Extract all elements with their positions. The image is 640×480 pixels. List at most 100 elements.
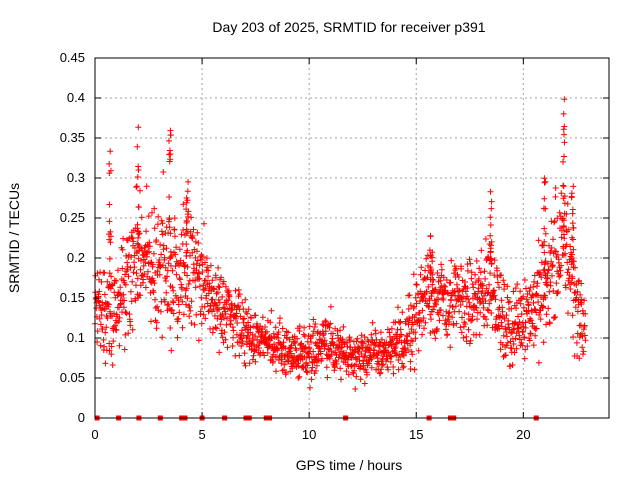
data-point [179, 286, 185, 292]
data-point [154, 303, 161, 310]
data-point [193, 267, 200, 273]
data-point [427, 276, 434, 283]
data-point [134, 225, 141, 232]
data-point [530, 299, 537, 306]
data-point [241, 350, 248, 357]
data-point [464, 267, 471, 274]
data-point [107, 167, 114, 174]
data-point [499, 308, 506, 315]
data-point [107, 228, 114, 235]
data-point [225, 297, 232, 304]
data-point [211, 286, 218, 293]
data-point [509, 362, 516, 368]
data-point [171, 226, 178, 233]
data-point [101, 343, 108, 350]
data-point [420, 295, 427, 301]
data-point [368, 364, 375, 371]
data-point [275, 357, 282, 363]
data-point [564, 200, 571, 207]
data-point [148, 318, 154, 325]
data-point [405, 347, 411, 353]
data-point [166, 194, 173, 200]
data-point [435, 296, 442, 303]
data-point [196, 283, 203, 290]
data-point [295, 375, 302, 381]
data-point [102, 329, 109, 336]
data-point [551, 219, 558, 226]
data-point [107, 285, 114, 292]
data-point [569, 275, 576, 282]
data-point [561, 139, 568, 146]
data-point [419, 331, 426, 338]
data-point [198, 320, 205, 327]
data-point [142, 284, 149, 291]
data-point [380, 361, 387, 368]
data-point [366, 345, 373, 352]
data-point [581, 322, 588, 329]
data-point [515, 313, 521, 320]
data-point [362, 366, 369, 373]
y-tick-label: 0.15 [60, 290, 85, 305]
data-point [226, 293, 233, 300]
data-point [303, 359, 310, 366]
data-point [429, 271, 436, 278]
data-point [389, 337, 396, 344]
data-point [458, 329, 465, 336]
data-point [168, 347, 175, 354]
data-point [156, 271, 163, 278]
data-point [509, 329, 516, 336]
data-point [215, 296, 222, 303]
data-point [259, 314, 266, 321]
data-point [549, 272, 555, 279]
data-point [522, 324, 529, 331]
data-point [138, 214, 145, 221]
data-point [202, 315, 209, 322]
data-point [338, 376, 344, 383]
data-point [553, 248, 559, 255]
data-point [145, 213, 152, 220]
data-point [422, 267, 429, 274]
data-point [209, 277, 216, 284]
data-point [149, 261, 156, 268]
data-point [135, 203, 142, 210]
data-point [385, 349, 392, 356]
data-point [546, 320, 553, 327]
data-point [294, 335, 301, 342]
data-point [158, 217, 165, 224]
data-point [377, 329, 384, 336]
data-point [275, 329, 282, 336]
data-point [245, 306, 252, 313]
y-tick-label: 0.35 [60, 130, 85, 145]
data-point [427, 311, 434, 318]
data-point [506, 298, 513, 305]
data-point [516, 332, 523, 339]
data-point [198, 294, 205, 301]
data-point [543, 281, 550, 288]
data-point [384, 364, 391, 371]
data-point [123, 252, 130, 259]
data-point [209, 296, 216, 303]
data-point [177, 276, 184, 283]
data-point [581, 297, 588, 304]
data-point [530, 284, 537, 290]
data-point [149, 209, 155, 216]
data-point [330, 341, 337, 348]
data-point [188, 214, 195, 221]
data-point [503, 312, 510, 319]
data-point [552, 193, 559, 200]
data-point [145, 268, 151, 275]
data-point [143, 183, 150, 190]
data-point [215, 264, 222, 271]
data-point [282, 345, 289, 352]
data-point [477, 309, 484, 316]
data-point [217, 321, 224, 328]
data-point [541, 179, 548, 186]
data-point [560, 252, 567, 259]
data-point [543, 311, 550, 318]
data-point [524, 310, 531, 317]
data-point [415, 291, 422, 298]
y-tick-label: 0.2 [67, 250, 85, 265]
data-point [323, 340, 330, 347]
data-point [560, 183, 567, 190]
data-point [172, 233, 178, 240]
